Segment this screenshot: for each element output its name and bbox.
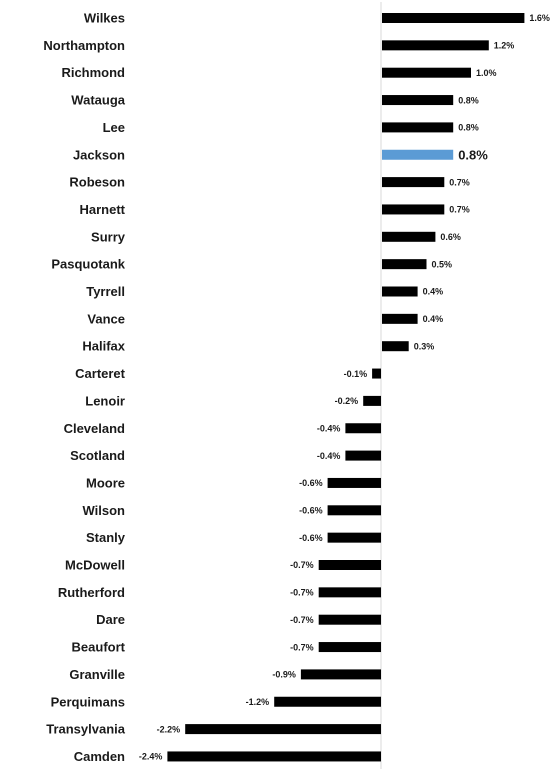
bar [318, 614, 381, 625]
data-label: -2.2% [157, 724, 181, 734]
bar [382, 204, 445, 215]
data-label: -0.7% [290, 642, 314, 652]
bar [318, 587, 381, 598]
bar [382, 13, 525, 23]
category-label: Pasquotank [51, 257, 125, 272]
plot-area: Wilkes 1.6% Northampton 1.2% Richmond 1.0% Wat… [43, 2, 550, 769]
category-label: Tyrrell [86, 284, 125, 299]
data-label: 0.8% [458, 123, 479, 133]
category-label: Lee [103, 120, 125, 135]
data-label: 0.8% [458, 147, 488, 162]
category-label: Wilkes [84, 11, 125, 26]
data-label: -0.2% [335, 396, 359, 406]
data-label: 0.7% [449, 205, 470, 215]
data-label: -0.6% [299, 506, 323, 516]
bar [382, 177, 445, 188]
bar [363, 395, 381, 406]
category-label: Rutherford [58, 585, 125, 600]
category-label: Richmond [61, 65, 125, 80]
bar [382, 313, 418, 324]
data-label: 0.4% [423, 314, 444, 324]
bar [372, 368, 381, 379]
category-label: Beaufort [72, 640, 126, 655]
category-label: Harnett [79, 202, 125, 217]
bar [382, 259, 427, 270]
category-label: Halifax [82, 339, 125, 354]
data-label: -0.6% [299, 533, 323, 543]
data-label: 0.4% [423, 287, 444, 297]
bar [382, 286, 418, 297]
data-label: -0.6% [299, 478, 323, 488]
bar [327, 505, 381, 516]
data-label: 0.3% [414, 341, 435, 351]
bar [345, 450, 381, 461]
data-label: 0.5% [432, 259, 453, 269]
data-label: -2.4% [139, 752, 163, 762]
category-label: Lenoir [85, 393, 125, 408]
category-label: Surry [91, 229, 126, 244]
bar [318, 560, 381, 570]
bar [300, 669, 381, 680]
category-label: Camden [74, 749, 125, 764]
data-label: -0.7% [290, 560, 314, 570]
bar [345, 423, 381, 434]
data-label: -1.2% [246, 697, 270, 707]
category-label: Northampton [43, 38, 125, 53]
bar [382, 95, 454, 106]
data-label: 1.6% [529, 13, 550, 23]
category-label: Moore [86, 475, 125, 490]
category-label: Dare [96, 612, 125, 627]
bar [382, 67, 471, 78]
data-label: -0.9% [272, 670, 296, 680]
data-label: -0.4% [317, 423, 341, 433]
data-label: -0.1% [344, 369, 368, 379]
bar [382, 40, 489, 51]
data-label: -0.4% [317, 451, 341, 461]
category-label: Granville [69, 667, 125, 682]
category-label: Perquimans [51, 694, 125, 709]
category-label: Carteret [75, 366, 126, 381]
bar [185, 724, 381, 735]
bar [327, 532, 381, 543]
category-label: Cleveland [64, 421, 125, 436]
data-label: 0.7% [449, 177, 470, 187]
category-label: Scotland [70, 448, 125, 463]
category-label: Wilson [83, 503, 126, 518]
data-label: 0.6% [440, 232, 461, 242]
category-label: Stanly [86, 530, 126, 545]
category-label: McDowell [65, 558, 125, 573]
data-label: -0.7% [290, 615, 314, 625]
data-label: 1.2% [494, 41, 515, 51]
data-label: 0.8% [458, 95, 479, 105]
bar [382, 122, 454, 133]
bar [167, 751, 381, 762]
bar [274, 696, 381, 707]
category-label: Robeson [69, 175, 125, 190]
category-label: Transylvania [46, 722, 126, 737]
bar [382, 231, 436, 242]
bar-highlighted [382, 149, 454, 160]
bar [327, 477, 381, 488]
category-label: Vance [87, 311, 125, 326]
data-label: 1.0% [476, 68, 497, 78]
category-label: Watauga [71, 93, 125, 108]
bar [382, 341, 409, 352]
bar [318, 642, 381, 653]
data-label: -0.7% [290, 588, 314, 598]
category-label: Jackson [73, 147, 125, 162]
